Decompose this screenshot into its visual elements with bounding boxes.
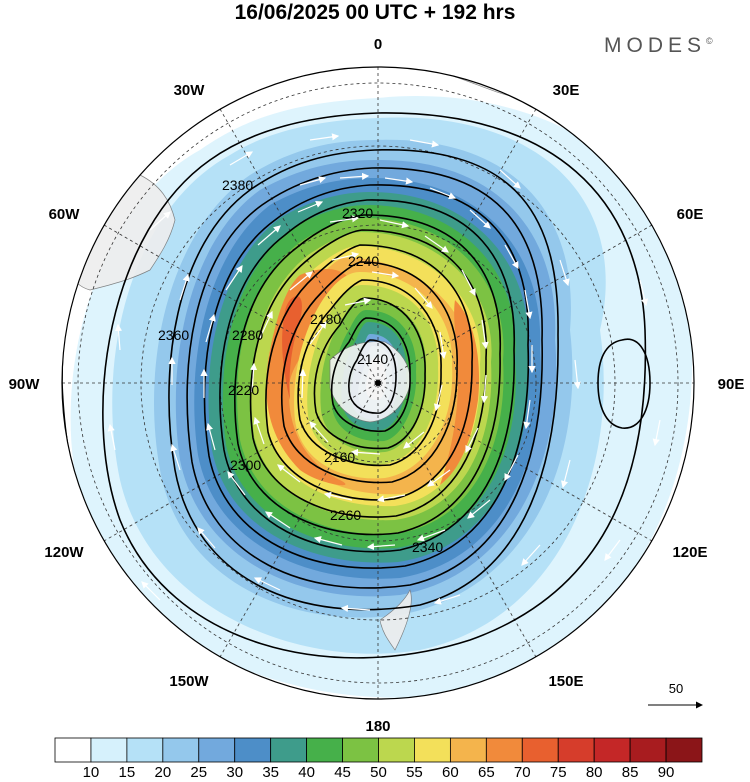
colorbar-tick-label: 35 xyxy=(262,764,279,781)
colorbar-swatch xyxy=(306,737,343,763)
colorbar-swatch xyxy=(270,737,308,763)
colorbar-swatch xyxy=(198,737,236,763)
colorbar-swatch xyxy=(342,737,379,763)
reference-vector: 50 xyxy=(648,681,703,709)
colorbar-tick-label: 25 xyxy=(190,764,208,781)
lon-label-30w: 30W xyxy=(174,82,206,99)
colorbar-swatch xyxy=(521,737,559,763)
colorbar-swatch xyxy=(665,737,703,763)
reference-vector-label: 50 xyxy=(669,681,683,696)
colorbar-swatch xyxy=(90,737,128,763)
colorbar-tick-label: 90 xyxy=(657,764,675,781)
colorbar-swatch xyxy=(485,737,523,763)
colorbar-swatch xyxy=(449,737,487,763)
lon-label-60e: 60E xyxy=(677,206,704,223)
colorbar-swatch xyxy=(162,737,200,763)
colorbar-swatch xyxy=(126,737,164,763)
colorbar-tick-label: 75 xyxy=(549,764,567,781)
colorbar-tick-label: 85 xyxy=(621,764,639,781)
brand-name: MODES xyxy=(604,34,707,57)
contour-label: 2340 xyxy=(412,539,443,555)
longitude-labels: 0 30E 60E 90E 120E 150E 180 150W 120W 90… xyxy=(9,36,745,735)
lon-label-30e: 30E xyxy=(553,82,580,99)
map-title: 16/06/2025 00 UTC + 192 hrs xyxy=(234,1,516,24)
brand-mark: © xyxy=(706,36,713,46)
colorbar-swatch xyxy=(593,737,631,763)
lon-label-0: 0 xyxy=(374,36,382,53)
contour-label: 2180 xyxy=(310,311,341,327)
colorbar-swatch xyxy=(378,737,415,763)
colorbar-tick-label: 80 xyxy=(585,764,603,781)
lon-label-120w: 120W xyxy=(44,544,84,561)
colorbar-tick-label: 70 xyxy=(513,764,531,781)
lon-label-90e: 90E xyxy=(718,376,745,393)
colorbar-tick-label: 15 xyxy=(118,764,136,781)
colorbar xyxy=(54,737,703,763)
colorbar-tick-label: 10 xyxy=(82,764,100,781)
contour-labels: 2140 2160 2180 2220 2240 2260 2280 2300 … xyxy=(158,177,443,555)
lon-label-60w: 60W xyxy=(49,206,81,223)
contour-label: 2380 xyxy=(222,177,253,193)
contour-label: 2220 xyxy=(228,382,259,398)
colorbar-swatch xyxy=(629,737,667,763)
contour-label: 2320 xyxy=(342,205,373,221)
colorbar-tick-label: 30 xyxy=(226,764,244,781)
contour-label: 2260 xyxy=(330,507,361,523)
colorbar-swatch xyxy=(414,737,451,763)
colorbar-tick-label: 20 xyxy=(154,764,172,781)
colorbar-swatch xyxy=(54,737,92,763)
lon-label-90w: 90W xyxy=(9,376,41,393)
colorbar-tick-label: 50 xyxy=(370,764,387,781)
contour-label: 2140 xyxy=(357,351,388,367)
colorbar-swatch xyxy=(234,737,272,763)
contour-label: 2360 xyxy=(158,327,189,343)
contour-label: 2240 xyxy=(348,253,379,269)
modes-logo: MODES© xyxy=(604,34,713,58)
new-zealand-land xyxy=(379,589,412,651)
wind-vectors xyxy=(107,133,661,613)
lon-label-150w: 150W xyxy=(169,673,209,690)
lon-label-180: 180 xyxy=(365,718,390,735)
south-pole-marker xyxy=(375,380,381,386)
contour-label: 2160 xyxy=(324,449,355,465)
colorbar-swatch xyxy=(557,737,595,763)
lon-label-150e: 150E xyxy=(548,673,583,690)
contour-label: 2280 xyxy=(232,327,263,343)
lon-label-120e: 120E xyxy=(672,544,707,561)
colorbar-tick-label: 40 xyxy=(298,764,315,781)
contour-label: 2300 xyxy=(230,457,261,473)
colorbar-tick-label: 45 xyxy=(334,764,351,781)
colorbar-tick-label: 55 xyxy=(406,764,423,781)
colorbar-tick-label: 60 xyxy=(442,764,459,781)
map-boundary xyxy=(61,66,695,700)
colorbar-tick-label: 65 xyxy=(477,764,495,781)
